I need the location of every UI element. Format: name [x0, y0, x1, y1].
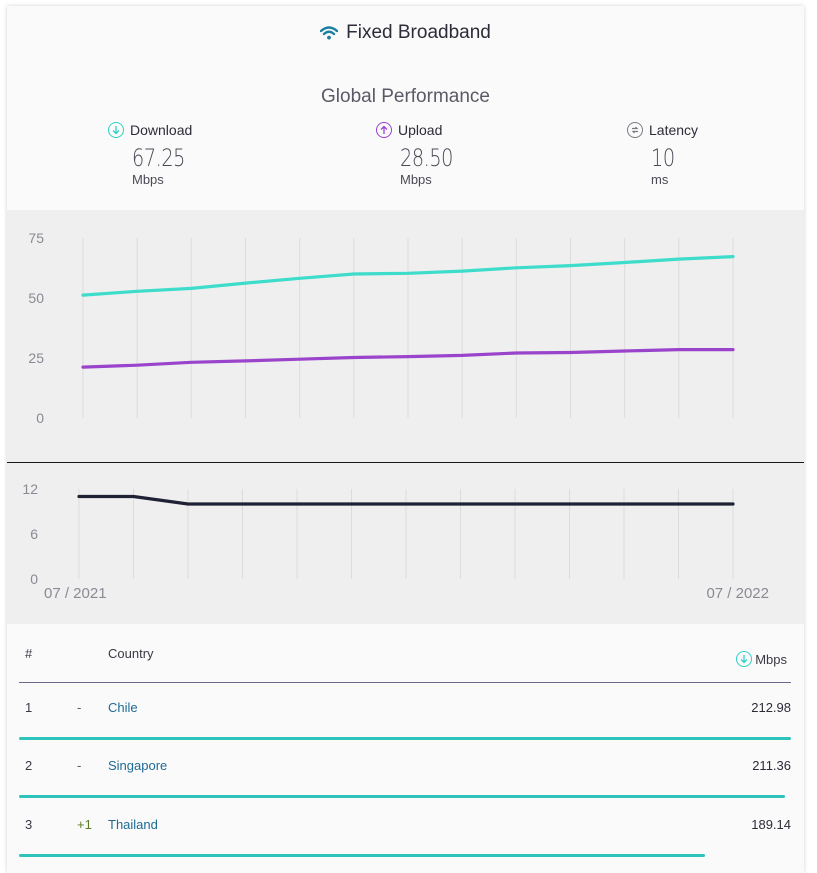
section-title: Global Performance [321, 86, 490, 107]
table-row[interactable]: 2 - Singapore 211.36 [19, 740, 791, 798]
row-speed: 189.14 [751, 817, 791, 832]
series-line-0 [81, 254, 735, 297]
charts-panel: 75 50 25 0 12 6 0 07 / 2021 07 / 2022 [7, 210, 804, 624]
speed-line-chart: 75 50 25 0 [28, 230, 735, 426]
x-end-label: 07 / 2022 [706, 585, 769, 602]
row-rank: 2 [25, 758, 33, 773]
y-tick-label: 50 [28, 290, 44, 306]
latency-value: 10 [651, 144, 675, 172]
chart-divider [7, 462, 804, 463]
y-tick-label: 25 [28, 350, 44, 366]
wifi-icon [320, 26, 339, 40]
series-line-1 [81, 348, 735, 369]
latency-unit: ms [651, 172, 669, 187]
row-speed-bar [19, 795, 785, 798]
row-rank-change: - [77, 700, 82, 715]
upload-unit: Mbps [400, 172, 432, 187]
download-value: 67.25 [132, 144, 185, 172]
row-rank: 3 [25, 817, 33, 832]
card-title: Fixed Broadband [346, 22, 491, 43]
row-rank-change: +1 [77, 817, 92, 832]
y-tick-label: 6 [30, 526, 38, 542]
y-tick-label: 0 [30, 571, 38, 587]
arrow-down-circle-icon [108, 122, 124, 138]
download-stat: Download 67.25 Mbps [108, 122, 238, 187]
mbps-header[interactable]: Mbps [736, 651, 787, 667]
download-unit: Mbps [132, 172, 164, 187]
fixed-broadband-card: Fixed Broadband Global Performance Downl… [7, 6, 804, 873]
table-row[interactable]: 3 +1 Thailand 189.14 [19, 799, 791, 857]
latency-circle-icon [627, 122, 643, 138]
upload-stat: Upload 28.50 Mbps [376, 122, 506, 187]
rank-header: # [25, 646, 33, 661]
latency-label: Latency [649, 122, 699, 138]
row-speed: 212.98 [751, 700, 791, 715]
country-header[interactable]: Country [108, 646, 154, 661]
row-rank: 1 [25, 700, 33, 715]
upload-value: 28.50 [400, 144, 453, 172]
row-country-link[interactable]: Singapore [108, 758, 168, 773]
row-country-link[interactable]: Thailand [108, 817, 158, 832]
y-tick-label: 12 [22, 481, 38, 497]
y-tick-label: 0 [36, 410, 44, 426]
mbps-header-label: Mbps [755, 651, 787, 667]
upload-label: Upload [398, 122, 443, 138]
arrow-down-circle-icon [736, 651, 753, 667]
latency-stat: Latency 10 ms [627, 122, 757, 187]
download-label: Download [130, 122, 193, 138]
card-header: Fixed Broadband [7, 22, 804, 44]
latency-line-chart: 12 6 0 07 / 2021 07 / 2022 [22, 481, 769, 602]
row-speed: 211.36 [752, 758, 791, 773]
x-start-label: 07 / 2021 [44, 585, 107, 602]
table-header: # Country Mbps [19, 636, 791, 683]
table-row[interactable]: 1 - Chile 212.98 [19, 682, 791, 740]
y-tick-label: 75 [28, 230, 44, 246]
row-country-link[interactable]: Chile [108, 700, 138, 715]
row-speed-bar [19, 854, 705, 857]
row-rank-change: - [77, 758, 82, 773]
arrow-up-circle-icon [376, 122, 392, 138]
row-speed-bar [19, 737, 791, 740]
